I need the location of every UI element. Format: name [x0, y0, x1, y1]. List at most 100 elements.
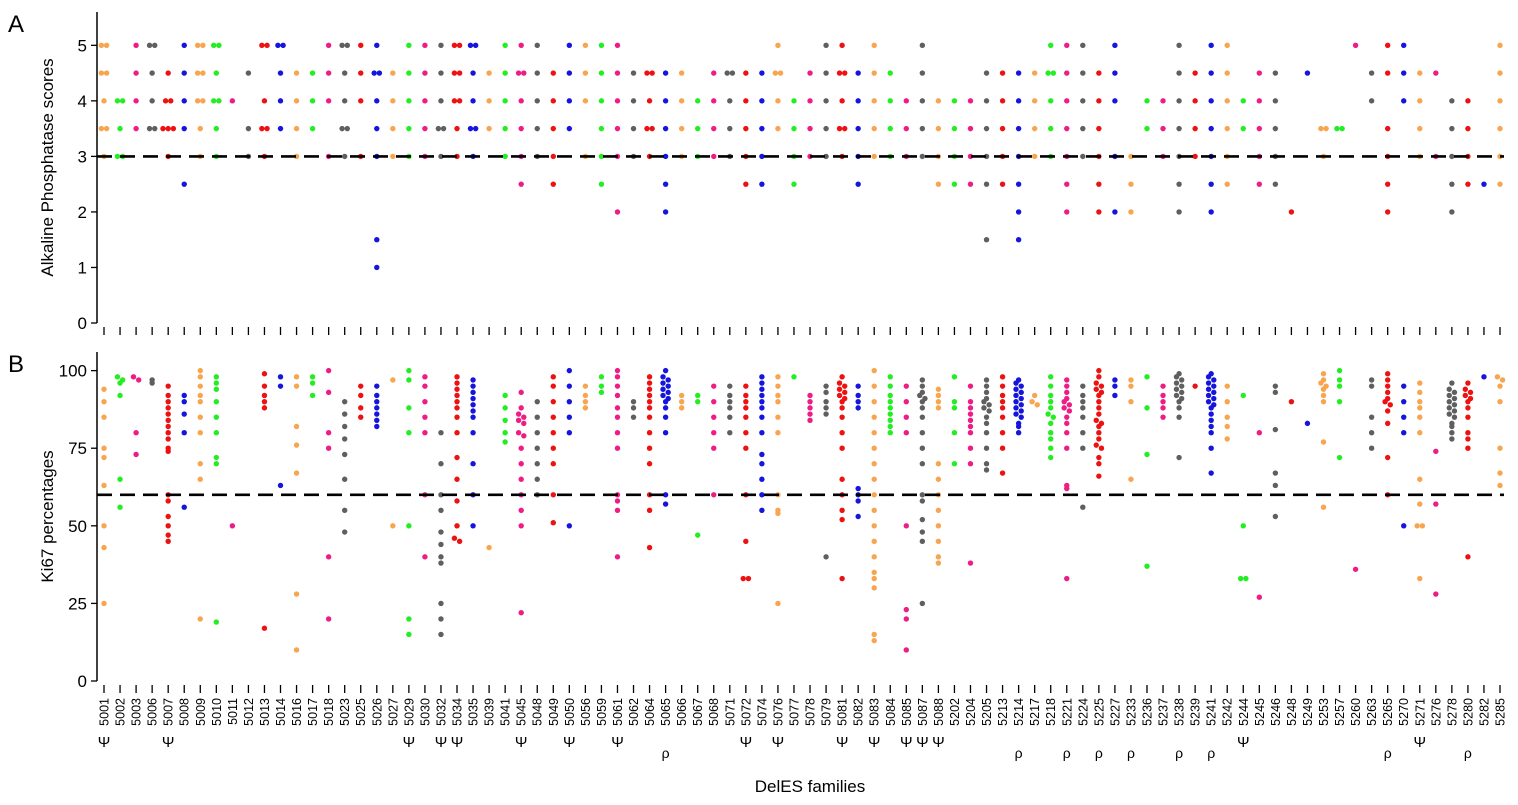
data-point — [1080, 414, 1086, 420]
data-point — [775, 429, 781, 436]
data-point — [325, 445, 332, 451]
data-point — [823, 405, 829, 411]
data-point — [515, 70, 522, 76]
data-point — [213, 374, 220, 380]
data-point — [1334, 125, 1340, 132]
x-tick-label: 5025 — [354, 698, 368, 726]
data-point — [502, 439, 508, 445]
data-point — [181, 125, 187, 132]
data-point — [1497, 470, 1503, 476]
data-point — [1080, 504, 1086, 510]
data-point — [1401, 98, 1407, 104]
data-point — [1144, 451, 1150, 458]
data-point — [1384, 371, 1391, 377]
data-point — [791, 125, 797, 132]
data-point — [1080, 42, 1086, 49]
data-point — [438, 560, 444, 566]
data-point — [181, 398, 187, 405]
data-point — [582, 398, 589, 405]
data-point — [309, 392, 316, 399]
x-tick-label: 5041 — [499, 698, 513, 726]
data-point — [1211, 395, 1217, 402]
data-point — [999, 470, 1006, 476]
data-point — [727, 414, 733, 420]
x-tick-label: 5082 — [852, 698, 866, 726]
data-point — [456, 98, 463, 104]
data-point — [1401, 42, 1407, 49]
data-point — [1080, 392, 1086, 399]
data-point — [1449, 181, 1455, 187]
data-point — [855, 405, 861, 411]
data-point — [807, 125, 813, 132]
data-point — [1211, 377, 1217, 383]
data-point — [1176, 414, 1182, 420]
data-point — [836, 380, 843, 386]
data-point — [903, 383, 909, 389]
data-point — [1096, 398, 1102, 405]
data-point — [1144, 98, 1150, 104]
data-point — [999, 70, 1006, 76]
data-point — [245, 70, 252, 76]
data-point — [325, 70, 332, 76]
data-point — [216, 42, 222, 49]
y-tick-label: 0 — [78, 314, 87, 333]
data-point — [986, 408, 992, 414]
data-point — [197, 429, 203, 436]
data-point — [614, 445, 621, 451]
data-point — [983, 414, 990, 420]
data-point — [999, 445, 1006, 451]
data-point — [823, 554, 829, 560]
x-tick-label: 5018 — [322, 698, 336, 726]
data-point — [1240, 98, 1246, 104]
data-point — [1433, 501, 1439, 507]
data-point — [871, 153, 877, 160]
data-point — [967, 423, 974, 430]
data-point — [614, 374, 621, 380]
data-point — [711, 383, 717, 389]
data-point — [1384, 408, 1391, 414]
data-point — [1384, 125, 1391, 132]
data-point — [213, 386, 220, 392]
x-tick-label: 5087 — [916, 698, 930, 726]
data-point — [743, 414, 749, 420]
data-point — [325, 429, 332, 436]
data-point — [887, 125, 893, 132]
x-tick-label: 5012 — [242, 698, 256, 726]
data-point — [550, 492, 556, 498]
data-point — [630, 70, 637, 76]
data-point — [1384, 389, 1391, 396]
x-tick-label: 5062 — [627, 698, 641, 726]
data-point — [1098, 420, 1105, 427]
data-point — [165, 498, 171, 504]
data-point — [325, 616, 332, 622]
data-point — [133, 98, 139, 104]
data-point — [775, 600, 781, 607]
data-point — [502, 392, 508, 399]
data-point — [887, 411, 893, 417]
data-point — [213, 398, 220, 405]
data-point — [325, 98, 332, 104]
data-point — [1192, 98, 1198, 104]
data-point — [1237, 575, 1244, 582]
data-point — [919, 461, 926, 467]
data-point — [566, 523, 573, 529]
data-point — [1387, 402, 1393, 408]
data-point — [1208, 42, 1214, 49]
data-point — [454, 454, 460, 461]
data-point — [887, 392, 893, 399]
x-tick-label: 5049 — [547, 698, 561, 726]
data-point — [759, 153, 765, 160]
data-point — [871, 585, 877, 591]
data-point — [101, 386, 107, 392]
data-point — [842, 383, 848, 389]
data-point — [759, 386, 765, 392]
data-point — [1384, 420, 1391, 427]
data-point — [1272, 70, 1279, 76]
y-axis-label: Ki67 percentages — [38, 450, 57, 582]
data-point — [1465, 429, 1471, 436]
data-point — [842, 395, 848, 402]
data-point — [1433, 70, 1439, 76]
data-point — [390, 377, 396, 383]
data-point — [339, 125, 345, 132]
data-point — [1128, 383, 1134, 389]
